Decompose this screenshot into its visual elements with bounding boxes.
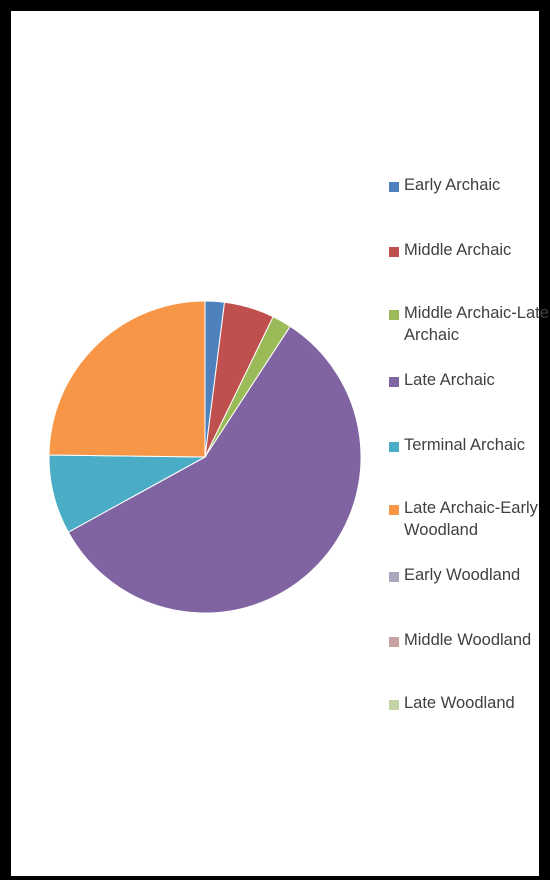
legend-label: Middle Archaic-Late Archaic (404, 304, 549, 344)
legend-label: Terminal Archaic (404, 436, 526, 454)
legend-item-late-woodland: Late Woodland (389, 692, 515, 714)
legend-item-early-archaic: Early Archaic (389, 174, 500, 196)
legend-label: Middle Woodland (404, 631, 532, 649)
pie-slices (48, 300, 362, 614)
legend-swatch (389, 310, 399, 320)
legend-label: Middle Archaic (404, 241, 512, 259)
pie-slice-late-archaic (67, 325, 362, 614)
legend-swatch (389, 572, 399, 582)
legend-label: Early Woodland (404, 566, 521, 584)
legend-label: Late Woodland (404, 694, 515, 712)
legend-item-late-archaic: Late Archaic (389, 369, 495, 391)
pie-chart (48, 300, 362, 614)
legend-item-early-woodland: Early Woodland (389, 564, 520, 586)
legend-swatch (389, 442, 399, 452)
legend-item-middle-woodland: Middle Woodland (389, 629, 531, 651)
legend-item-terminal-archaic: Terminal Archaic (389, 434, 525, 456)
legend-swatch (389, 247, 399, 257)
legend-swatch (389, 377, 399, 387)
legend-swatch (389, 182, 399, 192)
pie-slice-late-archaic-early-woodland (48, 300, 206, 458)
legend-item-middle-archaic-late-archaic: Middle Archaic-Late Archaic (389, 302, 549, 346)
legend-label: Late Archaic-Early Woodland (404, 499, 538, 539)
legend-swatch (389, 637, 399, 647)
legend-item-middle-archaic: Middle Archaic (389, 239, 511, 261)
legend-swatch (389, 505, 399, 515)
legend-item-late-archaic-early-woodland: Late Archaic-Early Woodland (389, 497, 538, 541)
legend-label: Late Archaic (404, 371, 495, 389)
legend-label: Early Archaic (404, 176, 501, 194)
legend-swatch (389, 700, 399, 710)
